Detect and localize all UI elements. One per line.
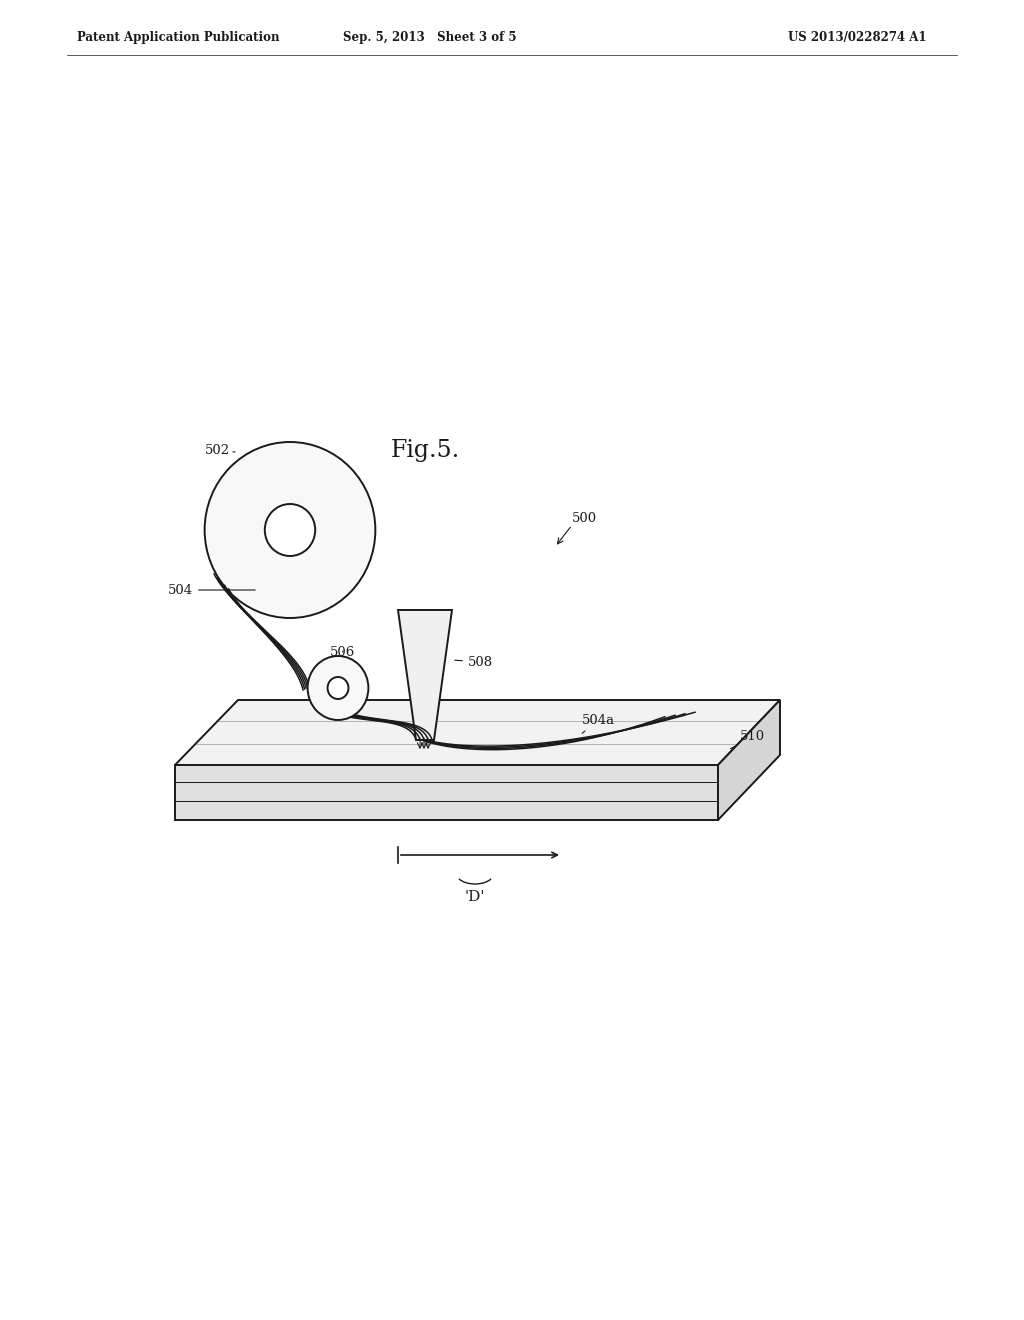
Text: 504a: 504a <box>582 714 615 733</box>
Polygon shape <box>718 700 780 820</box>
Text: 'D': 'D' <box>465 890 485 904</box>
Text: US 2013/0228274 A1: US 2013/0228274 A1 <box>788 32 927 45</box>
Polygon shape <box>175 766 718 820</box>
Text: Fig.5.: Fig.5. <box>390 438 460 462</box>
Text: 502: 502 <box>205 444 234 457</box>
Polygon shape <box>175 700 780 766</box>
Text: 506: 506 <box>330 645 355 659</box>
Text: 504: 504 <box>168 583 255 597</box>
Text: 508: 508 <box>455 656 494 668</box>
Ellipse shape <box>328 677 348 700</box>
Text: 500: 500 <box>572 512 597 525</box>
Text: Sep. 5, 2013   Sheet 3 of 5: Sep. 5, 2013 Sheet 3 of 5 <box>343 32 517 45</box>
Polygon shape <box>398 610 452 741</box>
Text: Patent Application Publication: Patent Application Publication <box>77 32 280 45</box>
Ellipse shape <box>307 656 369 719</box>
Ellipse shape <box>205 442 376 618</box>
Text: 510: 510 <box>730 730 765 748</box>
Ellipse shape <box>265 504 315 556</box>
